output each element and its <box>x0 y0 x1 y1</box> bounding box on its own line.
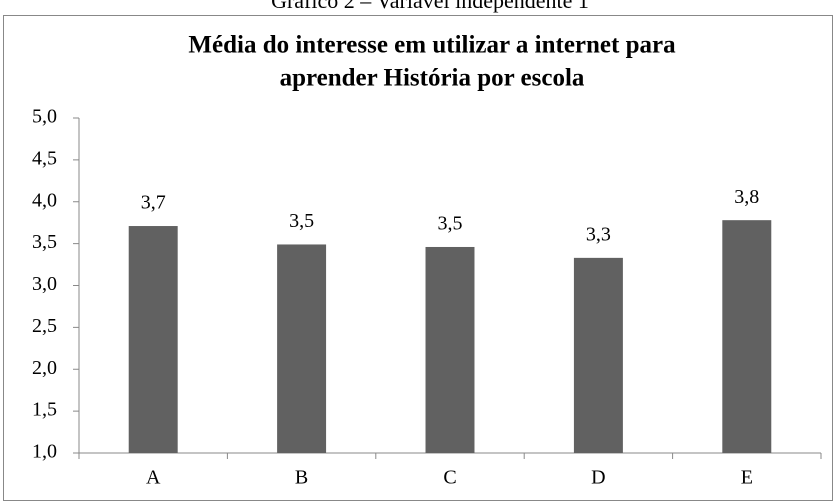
value-label: 3,3 <box>586 223 611 245</box>
bar <box>425 246 475 453</box>
x-tick-label: A <box>146 467 161 489</box>
bar <box>128 226 178 453</box>
x-tick-label: D <box>591 467 605 489</box>
x-tick-label: E <box>741 467 753 489</box>
x-tick-label: B <box>295 467 308 489</box>
y-tick-label: 1,0 <box>32 441 57 463</box>
bar <box>573 257 623 453</box>
y-tick-label: 5,0 <box>32 106 57 128</box>
y-tick-label: 3,0 <box>32 273 57 295</box>
y-tick-label: 4,0 <box>32 189 57 211</box>
y-tick-label: 1,5 <box>32 399 57 421</box>
y-tick-label: 3,5 <box>32 231 57 253</box>
value-label: 3,5 <box>438 213 463 235</box>
figure-caption: Gráfico 2 – Variável independente 1 <box>271 0 589 13</box>
value-label: 3,7 <box>141 192 166 214</box>
y-tick-label: 4,5 <box>32 147 57 169</box>
chart-title: Média do interesse em utilizar a interne… <box>188 32 676 59</box>
y-tick-label: 2,0 <box>32 357 57 379</box>
value-label: 3,5 <box>289 210 314 232</box>
chart-title: aprender História por escola <box>280 65 585 92</box>
bar <box>722 220 772 453</box>
value-label: 3,8 <box>734 186 759 208</box>
x-tick-label: C <box>443 467 456 489</box>
y-tick-label: 2,5 <box>32 315 57 337</box>
bar <box>277 244 327 453</box>
